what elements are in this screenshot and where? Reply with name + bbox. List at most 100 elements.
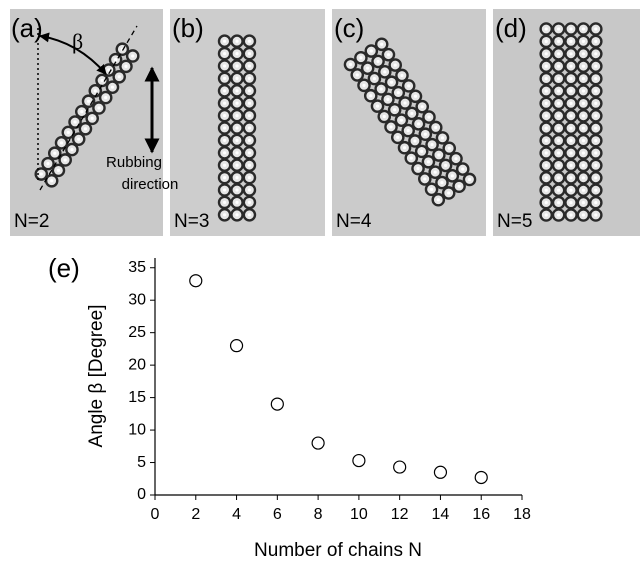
data-point xyxy=(393,460,407,474)
bead-highlight xyxy=(436,198,440,202)
bead-highlight xyxy=(235,114,239,118)
bead-highlight xyxy=(544,64,548,68)
bead-highlight xyxy=(386,97,390,101)
bead-highlight xyxy=(581,201,586,205)
panel-label: (d) xyxy=(495,13,527,43)
bead-highlight xyxy=(544,163,548,167)
bead-highlight xyxy=(557,126,561,130)
x-tick-label: 4 xyxy=(232,506,241,523)
bead-highlight xyxy=(557,139,561,143)
bead-highlight xyxy=(581,114,586,118)
bead-highlight xyxy=(63,158,67,162)
panel-a-annotations: β Rubbing direction xyxy=(37,25,179,193)
bead-highlight xyxy=(557,213,561,217)
bead-highlight xyxy=(389,125,393,129)
bead-highlight xyxy=(396,91,400,95)
y-tick-label: 20 xyxy=(128,356,146,373)
bead-highlight xyxy=(247,39,251,43)
bead-highlight xyxy=(235,188,239,192)
x-tick-label: 10 xyxy=(350,506,368,523)
bead-highlight xyxy=(581,213,586,217)
bead-highlight xyxy=(544,89,548,93)
bead-highlight xyxy=(557,201,561,205)
bead-highlight xyxy=(461,167,465,171)
bead-highlight xyxy=(247,151,251,155)
data-point xyxy=(474,470,488,485)
bead-highlight xyxy=(223,126,227,130)
bead-highlight xyxy=(569,101,573,105)
bead-highlight xyxy=(235,200,239,204)
bead-highlight xyxy=(544,139,548,143)
y-tick-label: 30 xyxy=(128,291,146,308)
bead-highlight xyxy=(223,39,227,43)
panel-caption: N=3 xyxy=(174,211,209,232)
bead-highlight xyxy=(110,85,115,89)
angle-symbol: β xyxy=(72,29,83,54)
bead-highlight xyxy=(544,101,548,105)
x-tick-label: 14 xyxy=(432,506,450,523)
bead-highlight xyxy=(83,127,88,131)
bead-highlight xyxy=(544,201,548,205)
bead-highlight xyxy=(413,139,417,143)
bead-highlight xyxy=(380,42,384,46)
bead-highlight xyxy=(423,177,427,181)
bead-highlight xyxy=(393,63,397,67)
bead-highlight xyxy=(594,77,598,81)
bead-highlight xyxy=(569,201,573,205)
bead-highlight xyxy=(223,138,227,142)
bead-highlight xyxy=(247,200,251,204)
bead-highlight xyxy=(544,176,548,180)
bead-highlight xyxy=(569,89,573,93)
bead-highlight xyxy=(423,132,427,136)
bead-highlight xyxy=(440,136,445,140)
bead-highlight xyxy=(569,151,573,155)
bead-highlight xyxy=(581,139,586,143)
bead-highlight xyxy=(247,188,251,192)
bead-highlight xyxy=(124,64,128,68)
bead-highlight xyxy=(581,188,586,192)
bead-highlight xyxy=(557,77,561,81)
bead-highlight xyxy=(433,170,437,174)
bead-highlight xyxy=(46,162,50,166)
bead-highlight xyxy=(396,135,400,139)
bead-highlight xyxy=(355,73,359,77)
bead-highlight xyxy=(223,101,227,105)
bead-highlight xyxy=(430,143,434,147)
bead-highlight xyxy=(223,200,227,204)
bead-highlight xyxy=(594,27,598,31)
bead-highlight xyxy=(594,126,598,130)
bead-highlight xyxy=(247,126,251,130)
bead-highlight xyxy=(372,76,377,81)
bead-highlight xyxy=(557,114,561,118)
y-tick-label: 15 xyxy=(128,389,146,406)
bead-highlight xyxy=(437,153,441,157)
bead-highlight xyxy=(403,101,407,105)
y-tick-label: 10 xyxy=(128,421,146,438)
bead-highlight xyxy=(223,163,227,167)
bead-highlight xyxy=(362,83,366,87)
bead-highlight xyxy=(581,52,586,56)
arrow-label: Rubbing xyxy=(106,154,162,171)
bead-highlight xyxy=(247,76,251,80)
bead-highlight xyxy=(581,64,586,68)
bead-highlight xyxy=(80,110,84,114)
bead-highlight xyxy=(247,213,251,217)
bead-highlight xyxy=(107,68,111,72)
bead-highlight xyxy=(53,151,57,155)
bead-highlight xyxy=(594,201,598,205)
bead-highlight xyxy=(557,101,561,105)
bead-highlight xyxy=(235,64,239,68)
arrow-label: direction xyxy=(122,176,179,193)
data-point xyxy=(433,465,448,479)
bead-highlight xyxy=(247,176,251,180)
bead-highlight xyxy=(39,172,43,176)
bead-highlight xyxy=(383,70,387,74)
bead-highlight xyxy=(413,94,418,98)
bead-highlight xyxy=(581,39,586,44)
bead-highlight xyxy=(90,116,94,120)
bead-highlight xyxy=(544,27,548,31)
bead-highlight xyxy=(407,84,411,88)
bead-highlight xyxy=(223,213,227,217)
bead-highlight xyxy=(235,176,239,180)
bead-highlight xyxy=(348,62,353,67)
